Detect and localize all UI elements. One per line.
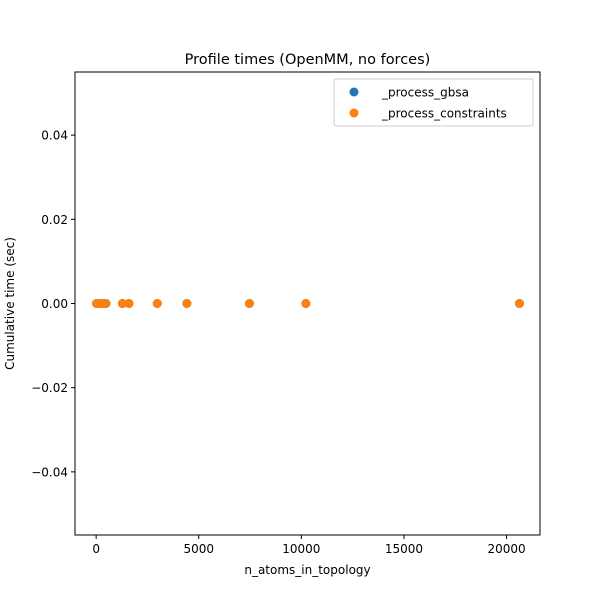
x-axis-ticks: 0 5000 10000 15000 20000	[92, 535, 526, 556]
y-tick-label: 0.00	[41, 297, 68, 311]
point-process-constraints-5	[124, 299, 134, 308]
legend-marker	[349, 108, 359, 118]
y-tick-label: −0.04	[31, 465, 68, 479]
x-tick-label: 10000	[282, 542, 320, 556]
chart-title: Profile times (OpenMM, no forces)	[185, 52, 431, 68]
point-process-constraints-4	[117, 299, 127, 308]
y-tick-label: −0.02	[31, 381, 68, 395]
data-points	[92, 299, 524, 308]
point-process-constraints-10	[514, 299, 524, 308]
point-process-constraints-7	[182, 299, 192, 308]
plot-area	[74, 71, 541, 536]
x-tick-label: 20000	[487, 542, 525, 556]
point-process-constraints-3	[101, 299, 111, 308]
legend-frame	[333, 78, 534, 127]
point-process-constraints-9	[301, 299, 311, 308]
point-process-constraints-8	[244, 299, 254, 308]
x-tick-label: 0	[92, 542, 100, 556]
legend-marker	[349, 87, 359, 97]
legend-label: _process_gbsa	[381, 86, 469, 100]
point-process-constraints-6	[152, 299, 162, 308]
x-tick-label: 5000	[183, 542, 214, 556]
y-axis-ticks: −0.04 −0.02 0.00 0.02 0.04	[31, 129, 75, 479]
x-axis-label: n_atoms_in_topology	[244, 563, 370, 577]
legend-label: _process_constraints	[381, 107, 507, 121]
x-tick-label: 15000	[385, 542, 423, 556]
y-axis-label: Cumulative time (sec)	[3, 237, 17, 370]
y-tick-label: 0.04	[41, 129, 68, 143]
y-tick-label: 0.02	[41, 213, 68, 227]
legend: _process_gbsa _process_constraints	[333, 78, 534, 127]
